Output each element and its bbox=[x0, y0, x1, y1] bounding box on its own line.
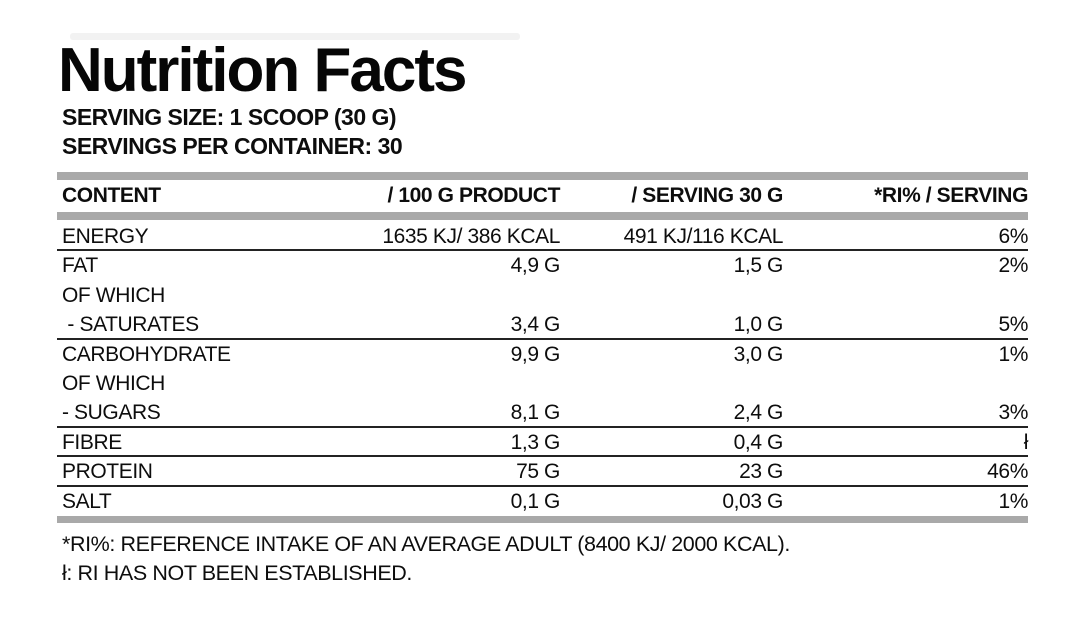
ri-cell: 6% bbox=[998, 225, 1028, 248]
ri-cell: 1% bbox=[998, 342, 1028, 366]
table-row-fat: FAT 4,9 G 1,5 G 2% bbox=[57, 251, 1028, 280]
row-label: OF WHICH bbox=[62, 283, 165, 307]
ri-cell: ł bbox=[1023, 430, 1029, 454]
table-row-salt: SALT 0,1 G 0,03 G 1% bbox=[57, 487, 1028, 516]
per100-cell: 1,3 G bbox=[510, 430, 561, 454]
per100-cell: 8,1 G bbox=[510, 401, 561, 425]
serving-cell: 23 G bbox=[739, 460, 783, 484]
page-title: Nutrition Facts bbox=[58, 36, 467, 105]
header-content: CONTENT bbox=[62, 184, 161, 207]
row-label: OF WHICH bbox=[62, 371, 165, 395]
per100-cell: 3,4 G bbox=[510, 313, 561, 337]
table-header-row: CONTENT / 100 G PRODUCT / SERVING 30 G *… bbox=[57, 180, 1028, 212]
table-row-carbohydrate: CARBOHYDRATE 9,9 G 3,0 G 1% bbox=[57, 340, 1028, 369]
serving-cell: 2,4 G bbox=[733, 401, 784, 425]
table-row-of-which-fat: OF WHICH bbox=[57, 281, 1028, 310]
header-ri-percent: *RI% / SERVING bbox=[874, 184, 1028, 207]
header-bottom-bar bbox=[57, 212, 1028, 220]
ri-cell: 1% bbox=[998, 489, 1028, 513]
serving-cell: 0,4 G bbox=[733, 430, 784, 454]
serving-cell: 1,0 G bbox=[733, 313, 784, 337]
ri-cell: 2% bbox=[998, 254, 1028, 278]
table-row-sugars: - SUGARS 8,1 G 2,4 G 3% bbox=[57, 398, 1028, 428]
per100-cell: 0,1 G bbox=[510, 489, 561, 513]
per100-cell: 9,9 G bbox=[510, 342, 561, 366]
serving-cell: 3,0 G bbox=[733, 342, 784, 366]
row-label: FAT bbox=[62, 254, 98, 278]
per100-cell: 1635 KJ/ 386 KCAL bbox=[382, 225, 560, 248]
per100-cell: 4,9 G bbox=[510, 254, 561, 278]
header-top-bar bbox=[57, 172, 1028, 180]
table-row-saturates: - SATURATES 3,4 G 1,0 G 5% bbox=[57, 310, 1028, 340]
row-label: PROTEIN bbox=[62, 460, 153, 484]
header-per-serving: / SERVING 30 G bbox=[631, 184, 783, 207]
ri-cell: 3% bbox=[998, 401, 1028, 425]
table-row-of-which-carb: OF WHICH bbox=[57, 369, 1028, 398]
ri-cell: 46% bbox=[987, 460, 1028, 484]
row-label: - SATURATES bbox=[62, 313, 199, 337]
serving-size-text: SERVING SIZE: 1 SCOOP (30 G) bbox=[62, 104, 397, 130]
ri-cell: 5% bbox=[998, 313, 1028, 337]
header-per-100g: / 100 G PRODUCT bbox=[387, 184, 560, 207]
per100-cell: 75 G bbox=[516, 460, 560, 484]
table-bottom-bar bbox=[57, 515, 1028, 523]
row-label: - SUGARS bbox=[62, 401, 161, 425]
nutrition-table: CONTENT / 100 G PRODUCT / SERVING 30 G *… bbox=[57, 172, 1028, 523]
row-label: CARBOHYDRATE bbox=[62, 342, 231, 366]
row-label: SALT bbox=[62, 489, 112, 513]
footnote-not-established: ł: RI HAS NOT BEEN ESTABLISHED. bbox=[62, 561, 413, 585]
table-row-protein: PROTEIN 75 G 23 G 46% bbox=[57, 457, 1028, 487]
footnote-ri-definition: *RI%: REFERENCE INTAKE OF AN AVERAGE ADU… bbox=[62, 532, 790, 556]
serving-cell: 0,03 G bbox=[722, 489, 783, 513]
serving-cell: 491 KJ/116 KCAL bbox=[623, 225, 784, 248]
table-body: ENERGY 1635 KJ/ 386 KCAL 491 KJ/116 KCAL… bbox=[57, 222, 1028, 516]
servings-per-container-text: SERVINGS PER CONTAINER: 30 bbox=[62, 133, 403, 159]
scan-artifact bbox=[70, 33, 520, 40]
serving-cell: 1,5 G bbox=[733, 254, 784, 278]
row-label: ENERGY bbox=[62, 225, 149, 248]
table-row-fibre: FIBRE 1,3 G 0,4 G ł bbox=[57, 428, 1029, 458]
table-row-energy: ENERGY 1635 KJ/ 386 KCAL 491 KJ/116 KCAL… bbox=[57, 222, 1028, 252]
row-label: FIBRE bbox=[62, 430, 122, 454]
